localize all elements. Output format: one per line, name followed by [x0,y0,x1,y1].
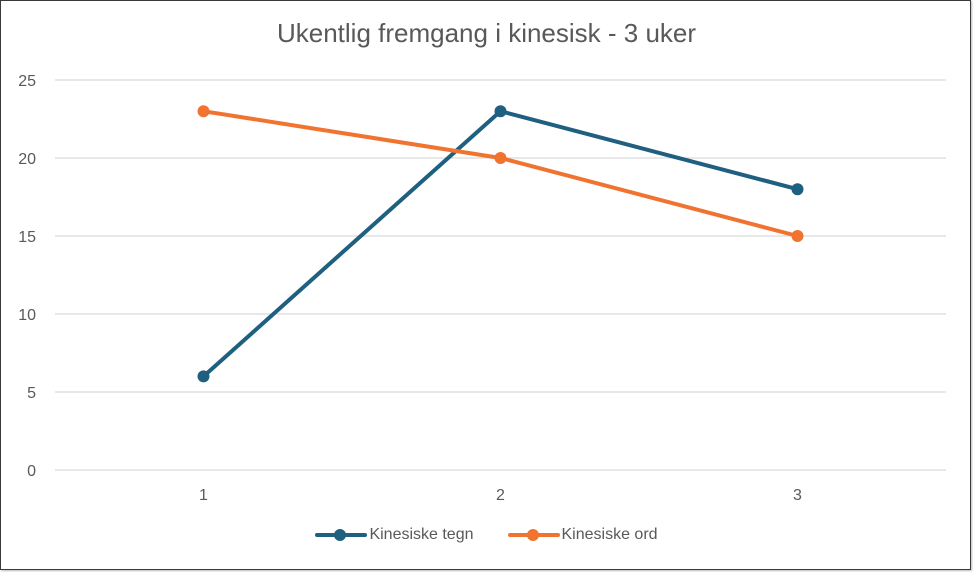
series-line-1 [201,109,800,238]
x-tick-label: 2 [496,487,505,504]
data-point-marker [197,370,210,383]
y-tick-label: 20 [18,151,36,168]
x-tick-label: 3 [793,487,802,504]
y-tick-label: 10 [18,307,36,324]
legend-line-marker-icon [315,529,368,541]
data-point-marker [791,183,804,196]
legend: Kinesiske tegn Kinesiske ord [0,526,973,544]
y-tick-label: 15 [18,229,36,246]
chart-title: Ukentlig fremgang i kinesisk - 3 uker [276,18,697,48]
legend-line-marker-icon [507,529,560,541]
series-line-0 [201,109,800,379]
legend-label: Kinesiske tegn [369,526,474,543]
legend-item-series-0: Kinesiske tegn [315,526,474,544]
y-tick-label: 5 [27,385,36,402]
legend-item-series-1: Kinesiske ord [507,526,658,544]
y-tick-label: 0 [27,463,36,480]
data-point-marker [197,105,210,118]
y-tick-label: 25 [18,73,36,90]
data-point-marker [494,152,507,164]
x-tick-label: 1 [199,487,208,504]
data-point-marker [494,105,507,118]
data-point-marker [791,230,804,242]
legend-label: Kinesiske ord [561,526,658,543]
